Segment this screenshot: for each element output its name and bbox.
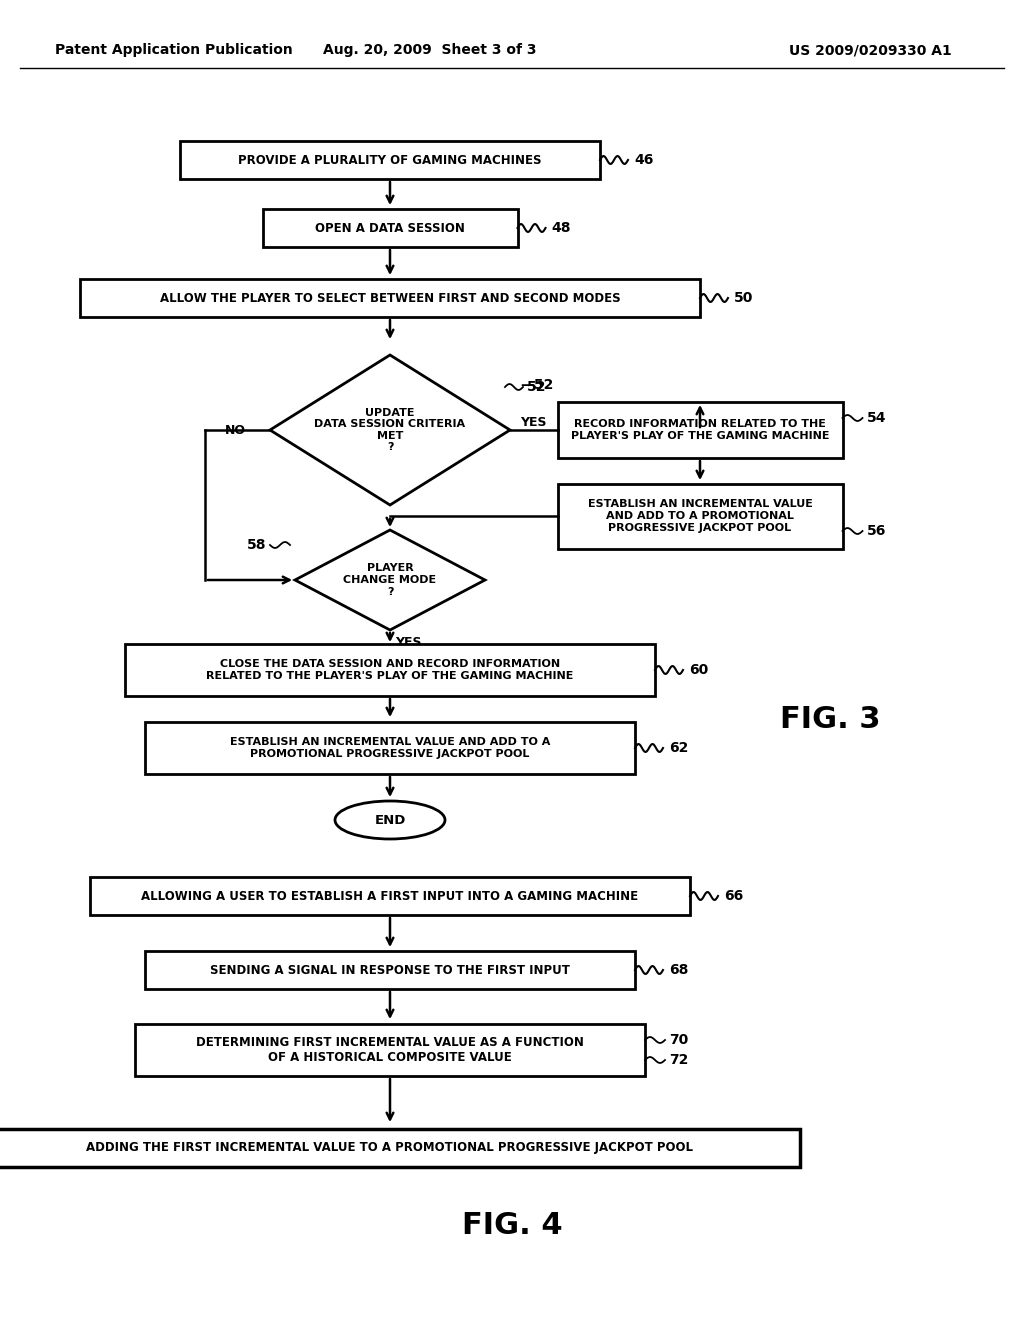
Text: 58: 58 [247,539,266,552]
Text: Aug. 20, 2009  Sheet 3 of 3: Aug. 20, 2009 Sheet 3 of 3 [324,44,537,57]
Text: 52: 52 [527,380,547,393]
Text: 72: 72 [669,1053,688,1067]
Text: PROVIDE A PLURALITY OF GAMING MACHINES: PROVIDE A PLURALITY OF GAMING MACHINES [239,153,542,166]
Text: ESTABLISH AN INCREMENTAL VALUE
AND ADD TO A PROMOTIONAL
PROGRESSIVE JACKPOT POOL: ESTABLISH AN INCREMENTAL VALUE AND ADD T… [588,499,812,532]
Text: DETERMINING FIRST INCREMENTAL VALUE AS A FUNCTION
OF A HISTORICAL COMPOSITE VALU: DETERMINING FIRST INCREMENTAL VALUE AS A… [196,1036,584,1064]
Text: 56: 56 [866,524,886,539]
FancyBboxPatch shape [145,722,635,774]
Text: NO: NO [225,424,246,437]
Text: US 2009/0209330 A1: US 2009/0209330 A1 [788,44,951,57]
Text: UPDATE
DATA SESSION CRITERIA
MET
?: UPDATE DATA SESSION CRITERIA MET ? [314,408,466,453]
Text: RECORD INFORMATION RELATED TO THE
PLAYER'S PLAY OF THE GAMING MACHINE: RECORD INFORMATION RELATED TO THE PLAYER… [570,420,829,441]
FancyBboxPatch shape [0,1129,800,1167]
Text: 46: 46 [634,153,653,168]
FancyBboxPatch shape [125,644,655,696]
FancyBboxPatch shape [262,209,517,247]
Text: 60: 60 [689,663,709,677]
Text: YES: YES [520,416,547,429]
FancyBboxPatch shape [145,950,635,989]
Text: ALLOWING A USER TO ESTABLISH A FIRST INPUT INTO A GAMING MACHINE: ALLOWING A USER TO ESTABLISH A FIRST INP… [141,890,639,903]
FancyBboxPatch shape [80,279,700,317]
Text: 54: 54 [866,411,886,425]
Text: ALLOW THE PLAYER TO SELECT BETWEEN FIRST AND SECOND MODES: ALLOW THE PLAYER TO SELECT BETWEEN FIRST… [160,292,621,305]
Text: END: END [375,813,406,826]
Text: CLOSE THE DATA SESSION AND RECORD INFORMATION
RELATED TO THE PLAYER'S PLAY OF TH: CLOSE THE DATA SESSION AND RECORD INFORM… [206,659,573,681]
Text: 68: 68 [669,964,688,977]
Text: PLAYER
CHANGE MODE
?: PLAYER CHANGE MODE ? [343,564,436,597]
Text: ADDING THE FIRST INCREMENTAL VALUE TO A PROMOTIONAL PROGRESSIVE JACKPOT POOL: ADDING THE FIRST INCREMENTAL VALUE TO A … [86,1142,693,1155]
Text: 70: 70 [669,1034,688,1047]
Text: 62: 62 [669,741,688,755]
Text: FIG. 4: FIG. 4 [462,1210,562,1239]
Text: FIG. 3: FIG. 3 [779,705,881,734]
Text: OPEN A DATA SESSION: OPEN A DATA SESSION [315,222,465,235]
Ellipse shape [335,801,445,840]
Text: 50: 50 [734,290,754,305]
FancyBboxPatch shape [557,483,843,549]
Text: Patent Application Publication: Patent Application Publication [55,44,293,57]
Text: SENDING A SIGNAL IN RESPONSE TO THE FIRST INPUT: SENDING A SIGNAL IN RESPONSE TO THE FIRS… [210,964,570,977]
FancyBboxPatch shape [180,141,600,180]
FancyBboxPatch shape [557,403,843,458]
FancyBboxPatch shape [90,876,690,915]
Polygon shape [295,531,485,630]
Text: 48: 48 [552,220,571,235]
Text: ESTABLISH AN INCREMENTAL VALUE AND ADD TO A
PROMOTIONAL PROGRESSIVE JACKPOT POOL: ESTABLISH AN INCREMENTAL VALUE AND ADD T… [229,737,550,759]
FancyBboxPatch shape [135,1024,645,1076]
Text: YES: YES [395,635,422,648]
Polygon shape [270,355,510,506]
Text: —52: —52 [520,378,553,392]
Text: 66: 66 [724,888,743,903]
